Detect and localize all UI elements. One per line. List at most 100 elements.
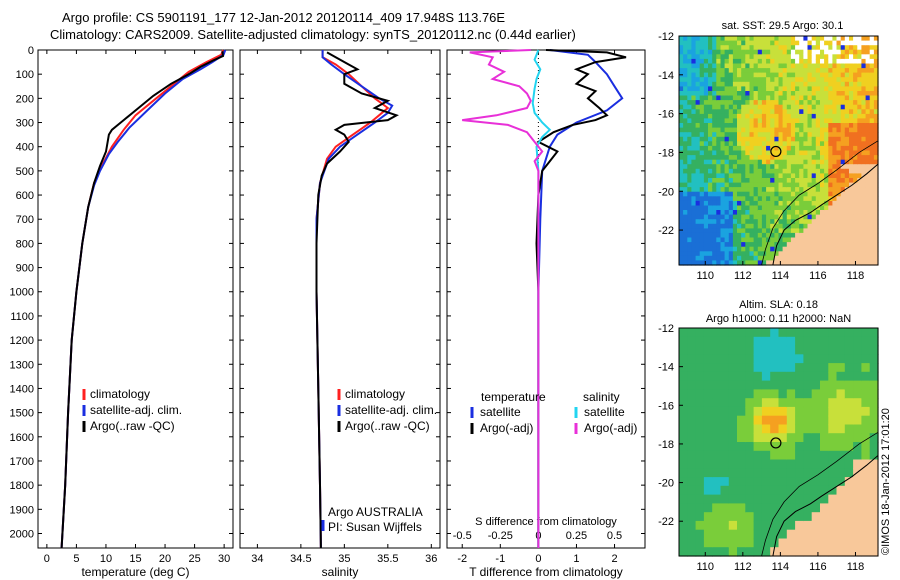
map-cell <box>741 58 746 65</box>
map-cell <box>728 155 734 161</box>
map-cell <box>853 363 862 373</box>
map-cell <box>869 173 875 179</box>
map-cell <box>687 205 692 211</box>
map-cell <box>820 260 825 266</box>
map-cell <box>737 219 742 225</box>
map-cell <box>745 196 750 202</box>
x-tick-label: 25 <box>188 553 200 565</box>
map-cell <box>687 237 692 243</box>
map-cell <box>861 336 871 347</box>
map-cell <box>695 81 701 87</box>
map-cell <box>741 72 746 78</box>
map-cell <box>836 200 842 207</box>
map-cell <box>844 155 850 161</box>
map-cell <box>679 260 684 266</box>
map-cell <box>699 86 705 92</box>
map-cell <box>778 113 784 120</box>
map-cell <box>844 49 850 55</box>
map-cell <box>770 118 775 124</box>
map-cell <box>857 164 862 170</box>
map-cell <box>853 345 862 355</box>
map-cell <box>732 113 738 120</box>
map-cell <box>786 45 792 51</box>
map-cell <box>753 145 759 152</box>
map-cell <box>687 127 692 133</box>
map-cell <box>737 104 742 110</box>
map-cell <box>695 191 701 197</box>
map-cell <box>873 232 879 239</box>
map-cell <box>811 127 817 133</box>
map-cell <box>737 228 742 234</box>
map-cell <box>703 450 713 461</box>
map-cell <box>836 485 846 496</box>
map-cell <box>786 104 792 110</box>
map-cell <box>832 164 838 170</box>
map-cell <box>753 141 759 147</box>
map-cell <box>778 547 788 557</box>
map-cell <box>778 424 788 434</box>
map-cell <box>811 406 821 417</box>
map-cell <box>790 228 796 234</box>
map-cell <box>853 187 858 193</box>
map-cell <box>869 389 879 399</box>
map-cell <box>820 150 825 156</box>
map-cell <box>695 104 701 110</box>
map-cell <box>786 173 792 179</box>
map-cell <box>761 345 771 355</box>
map-cell <box>861 104 867 110</box>
map-cell <box>803 118 809 124</box>
map-cell <box>720 494 730 504</box>
map-cell <box>799 145 804 152</box>
map-cell <box>795 237 800 243</box>
map-cell <box>820 251 825 257</box>
map-cell <box>703 228 709 234</box>
map-cell <box>732 91 738 97</box>
map-cell <box>687 49 692 55</box>
map-cell <box>728 255 734 261</box>
map-cell <box>749 63 755 69</box>
map-cell <box>703 354 713 364</box>
map-cell <box>807 196 813 202</box>
map-cell <box>836 205 842 211</box>
map-cell <box>732 164 738 170</box>
map-cell <box>790 205 796 211</box>
map-cell <box>757 214 763 220</box>
map-cell <box>753 237 759 243</box>
map-cell <box>873 155 879 161</box>
map-cell <box>795 251 800 257</box>
map-cell <box>720 354 730 364</box>
map-cell <box>720 104 726 110</box>
map-cell <box>795 205 800 211</box>
map-cell <box>865 191 871 197</box>
map-cell <box>732 118 738 124</box>
map-cell <box>757 232 763 239</box>
map-cell <box>745 63 750 69</box>
map-cell <box>708 205 713 211</box>
map-cell <box>708 81 713 87</box>
map-cell <box>811 109 817 115</box>
map-cell <box>853 36 858 42</box>
map-cell <box>761 210 767 216</box>
map-cell <box>753 406 763 417</box>
map-cell <box>761 168 767 174</box>
map-cell <box>679 398 688 408</box>
map-cell <box>761 104 767 110</box>
map-cell <box>770 494 780 504</box>
map-cell <box>712 210 717 216</box>
x-tick-label: 35.5 <box>377 553 398 565</box>
map-cell <box>778 477 788 487</box>
map-cell <box>807 40 813 46</box>
map-cell <box>770 529 780 540</box>
map-cell <box>820 68 825 74</box>
map-cell <box>737 398 746 408</box>
map-cell <box>849 237 854 243</box>
map-cell <box>803 336 813 347</box>
map-cell <box>728 406 738 417</box>
map-cell <box>728 547 738 557</box>
y-tick-label: -22 <box>658 516 674 528</box>
map-cell <box>820 45 825 51</box>
map-cell <box>820 398 829 408</box>
map-cell <box>703 95 709 101</box>
map-cell <box>761 459 771 469</box>
map-cell <box>786 136 792 142</box>
